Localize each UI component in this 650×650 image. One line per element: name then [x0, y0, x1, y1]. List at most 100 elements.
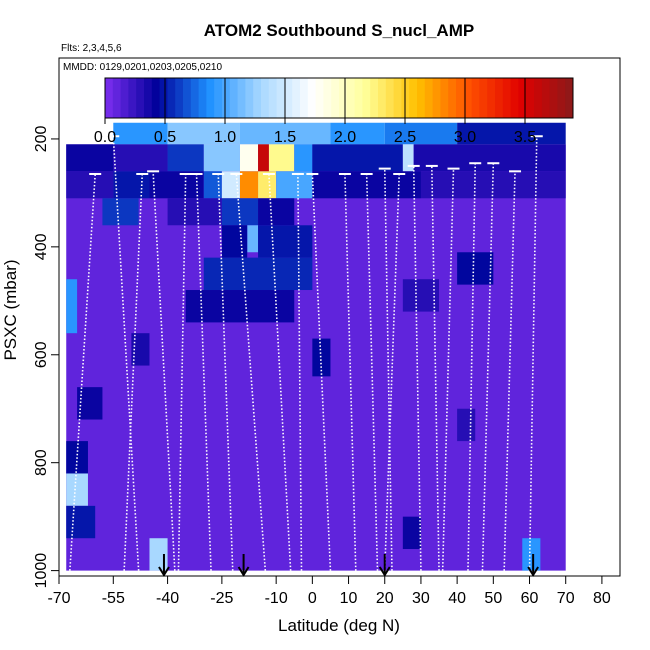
- colorbar-tick-label: 2.0: [334, 129, 356, 146]
- heatmap-cell: [203, 171, 222, 199]
- flight-profile-trace: [467, 163, 477, 571]
- flight-profile-trace: [177, 173, 187, 571]
- heatmap-cell: [221, 225, 248, 258]
- heatmap-cell: [113, 171, 150, 199]
- x-tick-label: -55: [102, 590, 125, 607]
- x-tick-label: 80: [593, 590, 611, 607]
- colorbar-swatch: [214, 78, 223, 118]
- arrow-marker: [527, 554, 539, 577]
- y-tick-label: 400: [33, 233, 50, 260]
- flight-profile-trace: [503, 171, 516, 571]
- colorbar-swatch: [510, 78, 519, 118]
- colorbar-swatch: [292, 78, 301, 118]
- colorbar-swatch: [206, 78, 215, 118]
- heatmap-cell: [384, 122, 458, 145]
- heatmap-cell: [522, 538, 541, 571]
- heatmap-cell: [167, 122, 240, 145]
- flights-annotation: Flts: 2,3,4,5,6: [61, 43, 122, 54]
- colorbar-swatch: [198, 78, 207, 118]
- colorbar-swatch: [323, 78, 332, 118]
- colorbar-swatch: [284, 78, 293, 118]
- heatmap-cell: [247, 225, 259, 253]
- colorbar-swatch: [175, 78, 184, 118]
- colorbar-swatch: [105, 78, 114, 118]
- flight-profile-trace: [112, 136, 140, 571]
- colorbar-swatch: [393, 78, 402, 118]
- colorbar-swatch: [471, 78, 480, 118]
- colorbar-swatch: [463, 78, 473, 118]
- arrow-marker: [378, 554, 391, 577]
- heatmap-cell: [258, 225, 313, 258]
- x-tick-label: 0: [308, 590, 317, 607]
- heatmap-cell: [203, 144, 240, 172]
- heatmap-cell: [239, 122, 331, 145]
- flight-profile-trace: [297, 174, 303, 571]
- dates-annotation: MMDD: 0129,0201,0203,0205,0210: [63, 62, 222, 73]
- colorbar-swatch: [253, 78, 262, 118]
- heatmap-cell: [402, 279, 440, 312]
- x-tick-label: 30: [412, 590, 430, 607]
- colorbar-swatch: [401, 78, 410, 118]
- heatmap-cell: [66, 473, 88, 506]
- arrow-marker: [237, 554, 250, 577]
- colorbar-swatch: [315, 78, 324, 118]
- x-tick-label: 10: [340, 590, 358, 607]
- x-tick-label: 60: [521, 590, 539, 607]
- flight-profile-trace: [152, 171, 176, 571]
- colorbar-swatch: [339, 78, 348, 118]
- flight-profile-trace: [412, 165, 422, 571]
- colorbar-swatch: [495, 78, 504, 118]
- y-tick-label: 1000: [33, 553, 50, 589]
- heatmap-cell: [276, 171, 313, 199]
- colorbar-swatch: [136, 78, 145, 118]
- heatmap-cell: [330, 122, 385, 145]
- colorbar-swatch: [120, 78, 129, 118]
- colorbar-swatch: [167, 78, 176, 118]
- x-tick-label: -70: [47, 590, 70, 607]
- x-tick-label: 70: [557, 590, 575, 607]
- x-axis: -70 -55 -40 -25 -10 0 10 20 30 40 50 60 70 80: [47, 576, 611, 607]
- colorbar-swatch: [128, 78, 137, 118]
- flight-profile-trace: [268, 173, 292, 571]
- heatmap-cells: [66, 122, 566, 571]
- colorbar-swatch: [112, 78, 122, 118]
- colorbar-swatch: [432, 78, 441, 118]
- heatmap-cell: [113, 144, 168, 172]
- colorbar-swatch: [385, 78, 395, 118]
- flight-profile-trace: [481, 163, 495, 571]
- heatmap-cell: [312, 144, 403, 172]
- heatmap-cell: [221, 171, 240, 199]
- colorbar-swatch: [370, 78, 379, 118]
- y-tick-label: 800: [33, 449, 50, 476]
- colorbar-tick-label: 1.0: [214, 129, 236, 146]
- heatmap-cell: [402, 144, 414, 172]
- heatmap-cell: [66, 279, 78, 334]
- flight-profile-trace: [383, 173, 401, 571]
- colorbar-tick-label: 3.0: [454, 129, 476, 146]
- x-tick-label: 50: [484, 590, 502, 607]
- y-axis: 200 400 600 800 1000: [33, 125, 59, 588]
- colorbar-swatch: [261, 78, 270, 118]
- colorbar-swatch: [276, 78, 285, 118]
- heatmap-cell: [185, 290, 295, 323]
- colorbar-swatch: [541, 78, 551, 118]
- colorbar-swatch: [183, 78, 192, 118]
- colorbar-swatch: [378, 78, 387, 118]
- heatmap-cell: [77, 387, 103, 420]
- heatmap-cell: [457, 252, 494, 285]
- colorbar-tick-label: 0.0: [94, 129, 116, 146]
- heatmap-cell: [167, 144, 204, 172]
- colorbar-tick-label: 3.5: [514, 129, 536, 146]
- heatmap-cell: [258, 171, 277, 199]
- colorbar-swatch: [229, 78, 239, 118]
- heatmap-cell: [66, 171, 114, 199]
- heatmap-cell: [167, 198, 222, 226]
- colorbar-swatch: [300, 78, 309, 118]
- flight-profile-trace: [383, 168, 393, 571]
- flight-profile-trace: [235, 173, 267, 571]
- heatmap-cell: [258, 144, 269, 172]
- heatmap-cell: [102, 198, 139, 226]
- heatmap-cell: [113, 122, 168, 145]
- colorbar: 0.0 0.5 1.0 1.5 2.0 2.5 3.0 3.5: [94, 77, 574, 146]
